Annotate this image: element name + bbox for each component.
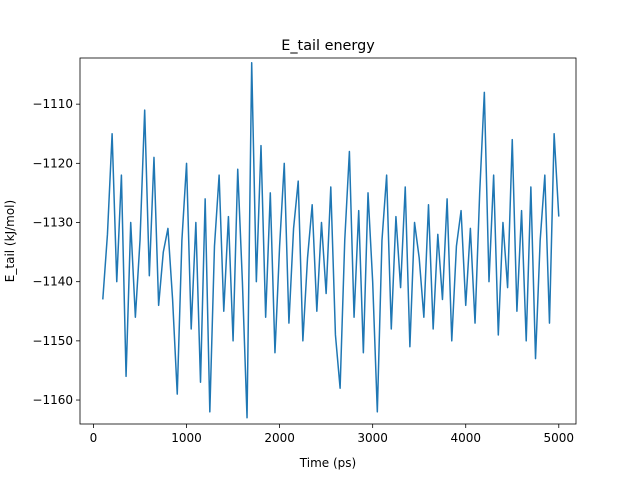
y-tick-label: −1160 xyxy=(32,393,73,407)
y-tick-label: −1110 xyxy=(32,97,73,111)
x-tick-label: 2000 xyxy=(264,431,295,445)
x-tick-label: 4000 xyxy=(450,431,481,445)
y-axis-label: E_tail (kJ/mol) xyxy=(3,200,17,282)
y-tick-label: −1130 xyxy=(32,216,73,230)
line-series xyxy=(102,61,560,419)
chart-title: E_tail energy xyxy=(281,38,375,54)
plot-frame xyxy=(79,57,577,425)
x-tick-label: 5000 xyxy=(544,431,575,445)
y-tick-label: −1120 xyxy=(32,156,73,170)
y-tick-label: −1140 xyxy=(32,275,73,289)
y-tick-label: −1150 xyxy=(32,334,73,348)
x-axis-label: Time (ps) xyxy=(299,456,356,470)
x-tick-label: 1000 xyxy=(171,431,202,445)
x-tick-label: 0 xyxy=(90,431,98,445)
x-tick-label: 3000 xyxy=(357,431,388,445)
